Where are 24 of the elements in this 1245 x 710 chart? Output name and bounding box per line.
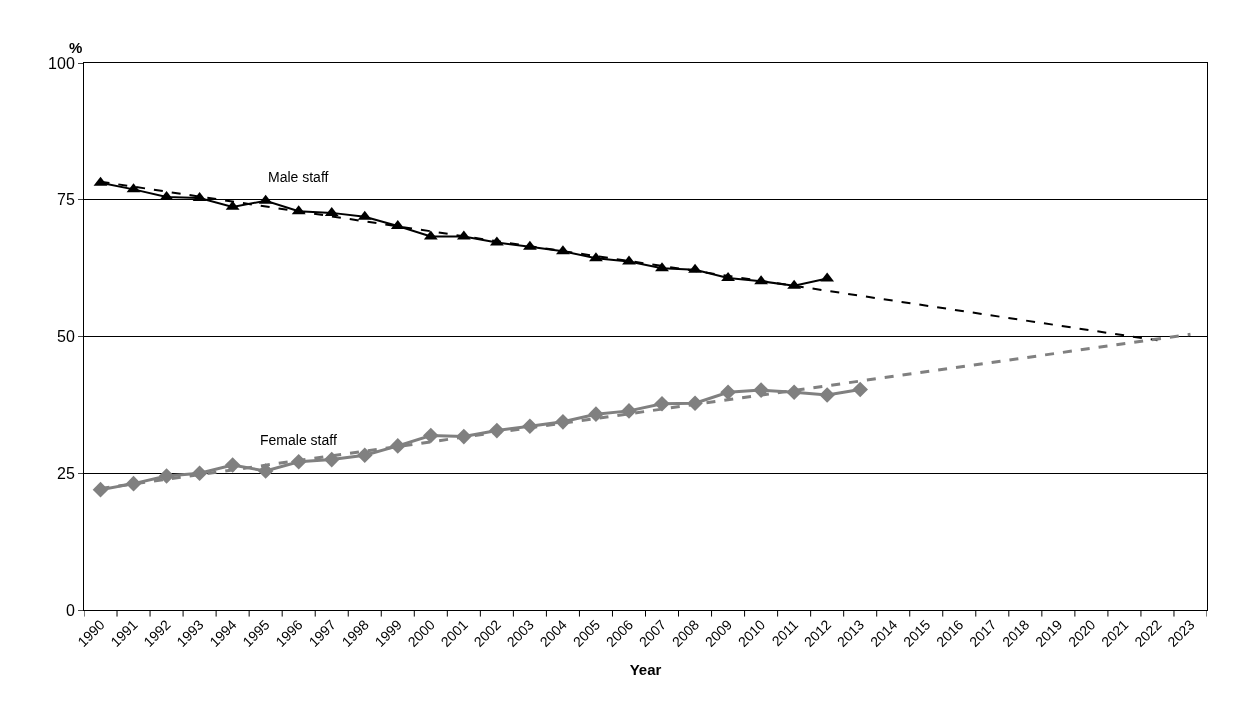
x-axis-title: Year — [629, 660, 662, 678]
point — [224, 457, 241, 473]
point — [622, 255, 636, 265]
point — [786, 384, 802, 401]
y-tick-label: 0 — [65, 601, 75, 619]
y-tick-label: 100 — [48, 54, 75, 72]
point — [720, 384, 736, 401]
series-label: Male staff — [268, 169, 329, 185]
point — [589, 252, 603, 262]
point — [158, 468, 175, 484]
y-tick-label: 50 — [57, 328, 75, 346]
point — [356, 447, 373, 463]
y-tick-label: 75 — [57, 191, 75, 209]
series-label: Female staff — [260, 432, 337, 448]
y-tick-label: 25 — [57, 464, 75, 482]
point — [654, 395, 670, 412]
point — [257, 463, 274, 479]
y-axis-title: % — [69, 39, 83, 56]
point — [323, 451, 340, 468]
point — [852, 381, 868, 398]
point — [655, 262, 669, 272]
point — [588, 406, 604, 422]
point — [423, 427, 439, 444]
point — [819, 387, 835, 403]
